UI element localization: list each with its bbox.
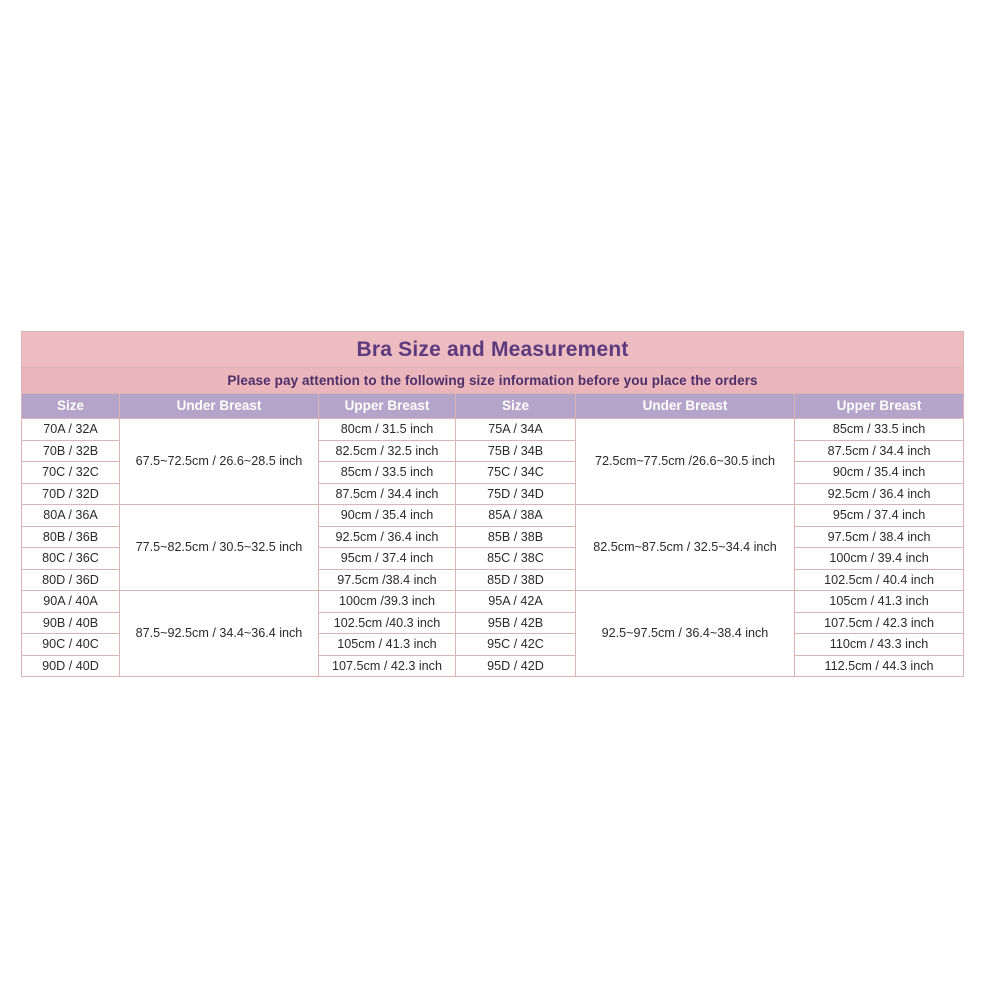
column-header-size-right: Size [455,393,576,419]
cell-upper-breast-right: 112.5cm / 44.3 inch [793,654,965,677]
cell-size-left: 80B / 36B [21,525,120,548]
table-row: 90C / 40C 105cm / 41.3 inch 95C / 42C 11… [21,633,965,656]
cell-upper-breast-right: 107.5cm / 42.3 inch [793,611,965,634]
table-row: 80D / 36D 97.5cm /38.4 inch 85D / 38D 10… [21,568,965,591]
cell-size-right: 95C / 42C [455,633,576,656]
cell-size-left: 90C / 40C [21,633,120,656]
cell-upper-breast-left: 87.5cm / 34.4 inch [318,482,456,505]
cell-upper-breast-right: 85cm / 33.5 inch [793,418,965,441]
cell-size-right: 95B / 42B [455,611,576,634]
table-body: Bra Size and Measurement Please pay atte… [20,331,965,677]
table-row: 70D / 32D 87.5cm / 34.4 inch 75D / 34D 9… [21,482,965,505]
cell-upper-breast-left: 85cm / 33.5 inch [318,461,456,484]
cell-upper-breast-left: 97.5cm /38.4 inch [318,568,456,591]
cell-upper-breast-right: 92.5cm / 36.4 inch [793,482,965,505]
size-measurement-table: Bra Size and Measurement Please pay atte… [20,331,965,677]
table-row: 80A / 36A 77.5~82.5cm / 30.5~32.5 inch 9… [21,504,965,591]
cell-upper-breast-left: 105cm / 41.3 inch [318,633,456,656]
cell-upper-breast-left: 82.5cm / 32.5 inch [318,439,456,462]
cell-upper-breast-left: 90cm / 35.4 inch [318,504,456,527]
table-row: 80C / 36C 95cm / 37.4 inch 85C / 38C 100… [21,547,965,570]
column-header-under-breast-right: Under Breast [575,393,795,419]
cell-under-breast-right: 72.5cm~77.5cm /26.6~30.5 inch [575,418,795,505]
cell-upper-breast-right: 90cm / 35.4 inch [793,461,965,484]
cell-size-right: 85C / 38C [455,547,576,570]
cell-size-left: 80A / 36A [21,504,120,527]
chart-title: Bra Size and Measurement [20,331,965,368]
cell-size-left: 90B / 40B [21,611,120,634]
cell-under-breast-left: 77.5~82.5cm / 30.5~32.5 inch [119,504,319,591]
cell-upper-breast-right: 97.5cm / 38.4 inch [793,525,965,548]
title-row: Bra Size and Measurement [20,331,965,368]
cell-size-left: 80D / 36D [21,568,120,591]
cell-upper-breast-left: 95cm / 37.4 inch [318,547,456,570]
cell-size-left: 70C / 32C [21,461,120,484]
cell-under-breast-left: 87.5~92.5cm / 34.4~36.4 inch [119,590,319,677]
cell-upper-breast-left: 107.5cm / 42.3 inch [318,654,456,677]
cell-size-left: 70A / 32A [21,418,120,441]
cell-size-right: 95A / 42A [455,590,576,613]
cell-size-left: 70D / 32D [21,482,120,505]
cell-upper-breast-left: 80cm / 31.5 inch [318,418,456,441]
table-row: 90B / 40B 102.5cm /40.3 inch 95B / 42B 1… [21,611,965,634]
table-row: 90D / 40D 107.5cm / 42.3 inch 95D / 42D … [21,654,965,677]
cell-upper-breast-right: 110cm / 43.3 inch [793,633,965,656]
cell-under-breast-left: 67.5~72.5cm / 26.6~28.5 inch [119,418,319,505]
table-row: 80B / 36B 92.5cm / 36.4 inch 85B / 38B 9… [21,525,965,548]
cell-upper-breast-left: 102.5cm /40.3 inch [318,611,456,634]
cell-size-right: 95D / 42D [455,654,576,677]
cell-upper-breast-right: 102.5cm / 40.4 inch [793,568,965,591]
cell-upper-breast-left: 100cm /39.3 inch [318,590,456,613]
cell-upper-breast-left: 92.5cm / 36.4 inch [318,525,456,548]
chart-subtitle: Please pay attention to the following si… [20,367,965,394]
cell-size-right: 85B / 38B [455,525,576,548]
cell-size-right: 75C / 34C [455,461,576,484]
column-header-row: Size Under Breast Upper Breast Size Unde… [21,393,965,419]
column-header-under-breast-left: Under Breast [119,393,319,419]
cell-size-right: 75D / 34D [455,482,576,505]
cell-size-left: 80C / 36C [21,547,120,570]
column-header-upper-breast-right: Upper Breast [793,393,965,419]
table-row: 90A / 40A 87.5~92.5cm / 34.4~36.4 inch 1… [21,590,965,677]
cell-size-right: 85D / 38D [455,568,576,591]
cell-size-right: 75B / 34B [455,439,576,462]
cell-size-right: 85A / 38A [455,504,576,527]
cell-upper-breast-right: 105cm / 41.3 inch [793,590,965,613]
cell-upper-breast-right: 87.5cm / 34.4 inch [793,439,965,462]
cell-under-breast-right: 92.5~97.5cm / 36.4~38.4 inch [575,590,795,677]
cell-upper-breast-right: 100cm / 39.4 inch [793,547,965,570]
column-header-upper-breast-left: Upper Breast [318,393,456,419]
cell-size-right: 75A / 34A [455,418,576,441]
cell-size-left: 90A / 40A [21,590,120,613]
table-row: 70A / 32A 67.5~72.5cm / 26.6~28.5 inch 8… [21,418,965,505]
cell-upper-breast-right: 95cm / 37.4 inch [793,504,965,527]
cell-under-breast-right: 82.5cm~87.5cm / 32.5~34.4 inch [575,504,795,591]
cell-size-left: 90D / 40D [21,654,120,677]
table-row: 70B / 32B 82.5cm / 32.5 inch 75B / 34B 8… [21,439,965,462]
subtitle-row: Please pay attention to the following si… [20,367,965,394]
column-header-size-left: Size [21,393,120,419]
bra-size-chart: Bra Size and Measurement Please pay atte… [20,331,965,677]
cell-size-left: 70B / 32B [21,439,120,462]
